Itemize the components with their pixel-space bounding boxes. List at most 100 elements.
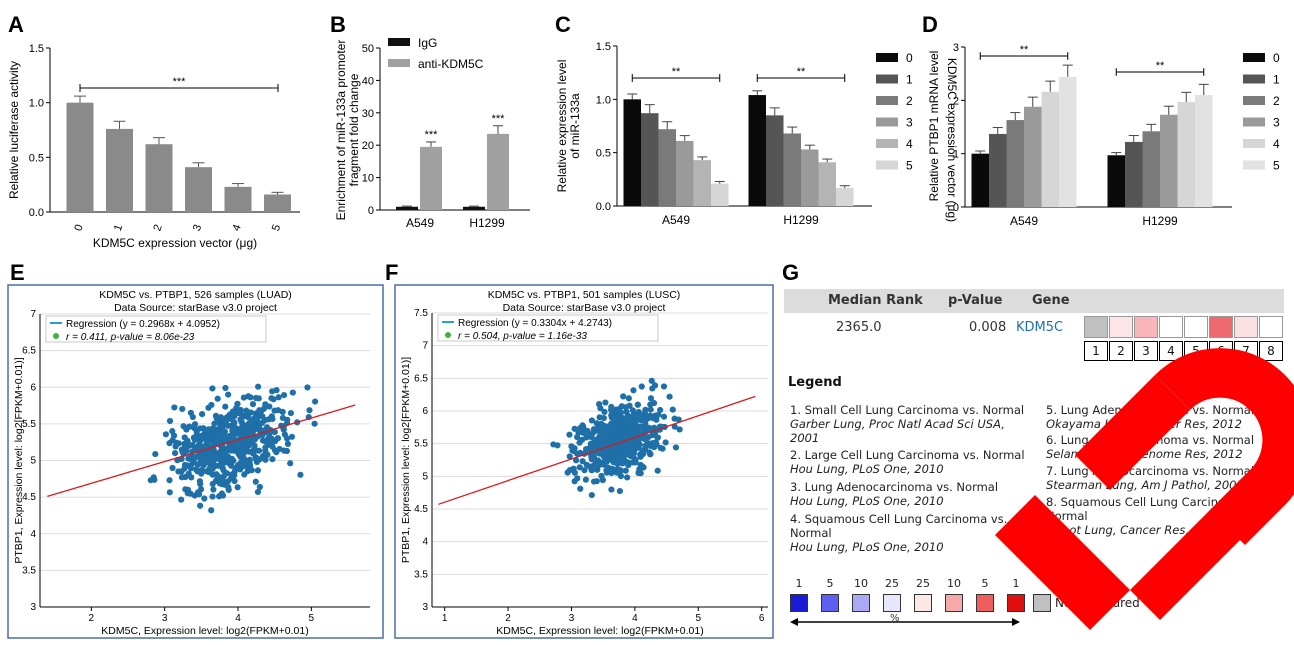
data-point: [647, 395, 655, 402]
data-point: [647, 450, 654, 458]
data-point: [220, 472, 228, 480]
data-point: [641, 435, 648, 442]
data-point: [247, 421, 255, 428]
data-point: [262, 444, 269, 451]
data-point: [582, 476, 590, 483]
bar: [693, 160, 711, 206]
data-point: [228, 471, 235, 478]
x-tick-label: 1: [442, 613, 448, 624]
data-point: [635, 439, 642, 446]
data-point: [583, 461, 590, 468]
legend-box: [437, 314, 659, 342]
data-point: [179, 405, 186, 413]
bar: [1160, 114, 1178, 207]
data-point: [593, 478, 600, 485]
legend-swatch: [876, 96, 898, 105]
bar: [971, 153, 989, 207]
legend-item: 8. Squamous Cell Lung Carcinoma vs. Norma…: [1046, 495, 1264, 537]
data-point: [596, 401, 603, 408]
x-tick-label: H1299: [469, 216, 505, 230]
chart-b: 0 10 20 30 40 50 *** A549 *** H1299 IgG anti-KDM5C E…: [334, 36, 530, 230]
data-point: [197, 502, 204, 509]
data-point: [279, 414, 286, 422]
legend-label: 3: [1273, 116, 1280, 130]
data-point: [275, 407, 282, 414]
legend-dot-swatch: [445, 332, 451, 338]
data-point: [247, 437, 254, 444]
data-point: [246, 456, 253, 463]
data-point: [625, 462, 632, 469]
heatmap-cell: [1159, 316, 1183, 338]
scale-label: 5: [826, 577, 834, 590]
legend-item: 3. Lung Adenocarcinoma vs. Normal Hou Lun…: [790, 480, 999, 508]
y-tick-label: 6: [30, 382, 36, 393]
data-point: [253, 415, 261, 422]
data-point: [171, 404, 178, 411]
y-axis-title: of miR-133a: [568, 93, 582, 159]
data-point: [624, 474, 631, 481]
x-tick-label: H1299: [1142, 214, 1178, 228]
bar: [145, 144, 173, 212]
y-tick-label: 6: [422, 406, 428, 417]
y-tick-label: 0.5: [596, 148, 611, 160]
x-tick-label: A549: [662, 213, 690, 227]
data-point: [265, 416, 272, 423]
data-point: [221, 453, 229, 460]
data-point: [608, 486, 615, 493]
data-point: [216, 480, 223, 487]
data-point: [633, 422, 640, 429]
y-tick-label: 2: [953, 95, 959, 107]
bar: [801, 149, 819, 206]
data-point: [271, 438, 279, 445]
data-point: [226, 458, 233, 465]
data-point: [234, 444, 241, 451]
scale-label: 10: [947, 577, 961, 590]
data-point: [198, 410, 206, 418]
data-point: [642, 442, 649, 450]
data-point: [304, 384, 311, 391]
data-point: [273, 387, 280, 394]
data-point: [638, 463, 646, 470]
y-tick-label: 0.0: [596, 201, 611, 213]
heatmap-cell-number: 2: [1109, 341, 1133, 361]
data-point: [231, 477, 238, 485]
data-point: [655, 411, 662, 418]
data-point: [255, 383, 262, 390]
y-tick-label: 5.5: [414, 439, 428, 450]
y-tick-label: 7: [422, 341, 428, 352]
bar: [396, 206, 418, 210]
data-point: [283, 447, 291, 455]
data-point: [613, 456, 620, 463]
data-point: [259, 419, 266, 426]
data-point: [197, 480, 204, 488]
median-rank-header: Median Rank: [828, 293, 923, 308]
data-point: [588, 491, 595, 499]
bar: [420, 146, 442, 210]
significance-label: ***: [425, 129, 439, 141]
median-rank-value: 2365.0: [836, 320, 882, 335]
x-tick-label: 2: [89, 613, 95, 624]
data-point: [193, 453, 201, 460]
panel-letter-g: G: [782, 260, 799, 285]
data-point: [651, 382, 659, 389]
data-point: [629, 407, 636, 414]
data-point: [215, 462, 222, 469]
data-point: [630, 459, 637, 466]
heatmap-cell-number: 4: [1159, 341, 1183, 361]
data-point: [593, 420, 600, 427]
bar: [1041, 91, 1059, 207]
y-tick-label: 3.5: [22, 565, 36, 576]
chart-a: 0.0 0.5 1.0 1.5 0 1 2 3 4 5 *** KDM5C expression ve…: [7, 43, 300, 250]
data-point: [564, 469, 571, 476]
data-point: [577, 424, 584, 432]
data-point: [196, 425, 204, 432]
data-point: [222, 418, 230, 425]
data-point: [647, 406, 654, 413]
bar: [1125, 141, 1143, 207]
x-tick-label: 5: [309, 613, 315, 624]
gene-link[interactable]: KDM5C: [1016, 320, 1064, 335]
legend-label: anti-KDM5C: [418, 57, 484, 71]
data-point: [638, 383, 645, 390]
legend-label: 5: [1273, 159, 1280, 173]
data-point: [166, 489, 173, 496]
